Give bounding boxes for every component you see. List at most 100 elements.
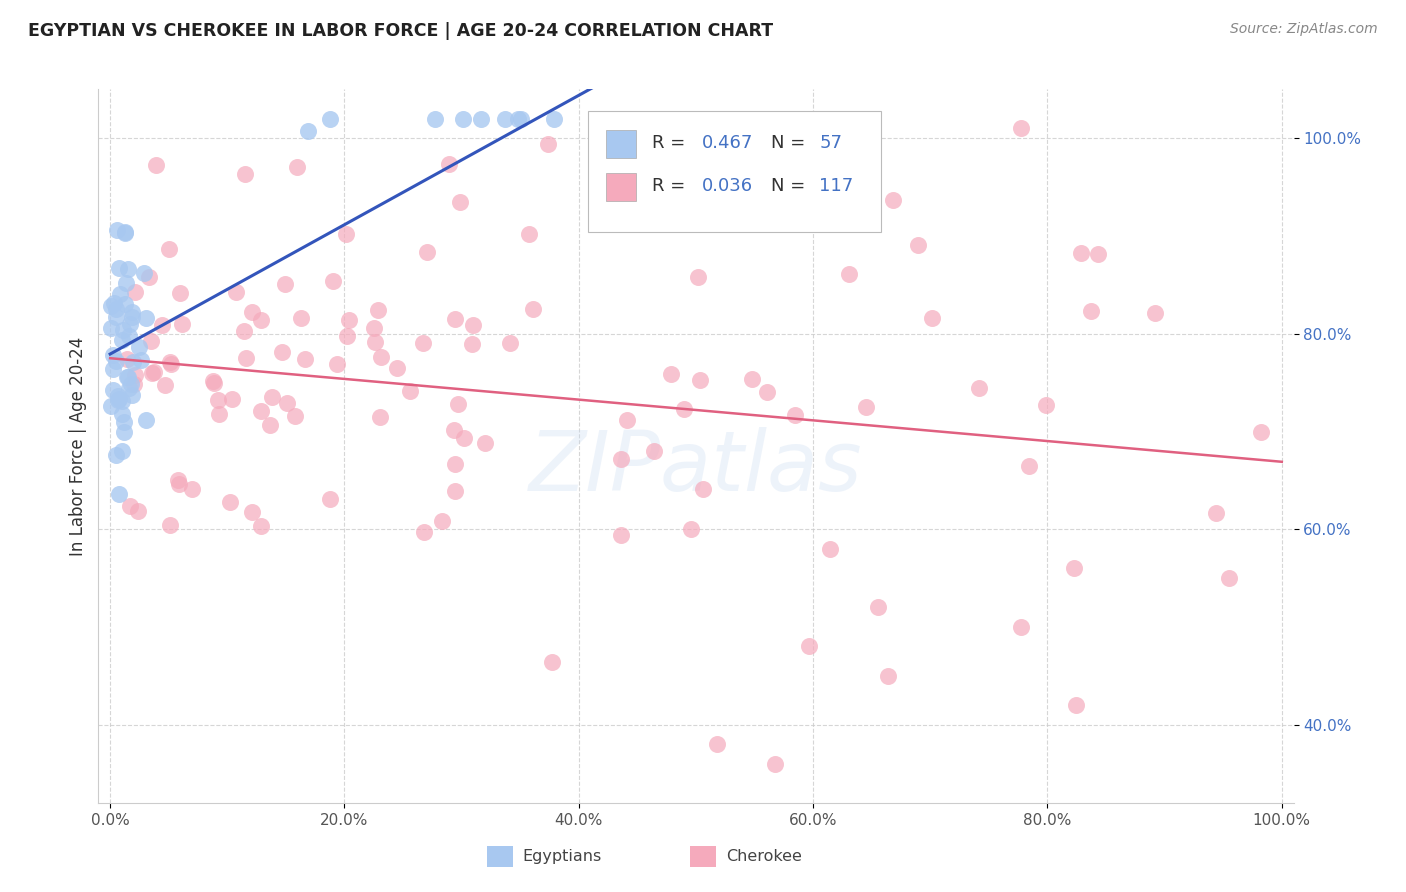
Point xyxy=(398,384,420,398)
Y-axis label: In Labor Force | Age 20-24: In Labor Force | Age 20-24 xyxy=(69,336,87,556)
Point xyxy=(135,413,157,427)
Point xyxy=(882,193,904,207)
Point xyxy=(120,317,142,331)
Point xyxy=(120,499,142,513)
Point xyxy=(271,345,294,359)
Point xyxy=(249,313,271,327)
Point xyxy=(616,413,638,427)
Point xyxy=(260,390,283,404)
Text: Source: ZipAtlas.com: Source: ZipAtlas.com xyxy=(1230,22,1378,37)
Point xyxy=(111,408,134,422)
Point xyxy=(117,262,139,277)
Point xyxy=(111,393,134,408)
Point xyxy=(122,376,145,391)
Point xyxy=(153,378,176,392)
Point xyxy=(159,518,181,533)
Point xyxy=(364,335,387,350)
Point xyxy=(1143,306,1166,320)
Point xyxy=(1205,506,1227,520)
Point xyxy=(838,268,860,282)
Point xyxy=(461,318,484,333)
Point xyxy=(114,297,136,311)
Point xyxy=(322,274,344,288)
Point xyxy=(437,157,460,171)
Point xyxy=(100,399,122,413)
Point xyxy=(1010,620,1032,634)
Point xyxy=(336,329,359,343)
Point xyxy=(169,285,191,300)
Point xyxy=(679,522,702,536)
Point xyxy=(297,124,319,138)
Point xyxy=(522,301,544,316)
Point xyxy=(233,167,256,181)
Point xyxy=(610,452,633,467)
Point xyxy=(543,112,565,126)
Point xyxy=(689,373,711,387)
Point xyxy=(470,112,492,126)
Point xyxy=(755,384,778,399)
Point xyxy=(167,477,190,491)
Point xyxy=(108,261,131,276)
Point xyxy=(274,277,297,291)
Point xyxy=(967,381,990,395)
Point xyxy=(111,333,134,347)
Text: N =: N = xyxy=(772,177,811,194)
Point xyxy=(218,495,240,509)
Point xyxy=(1087,247,1109,261)
Point xyxy=(111,444,134,458)
Point xyxy=(103,362,125,376)
Point xyxy=(541,655,564,669)
Point xyxy=(290,310,312,325)
Point xyxy=(250,404,273,418)
Point xyxy=(506,112,529,126)
Point xyxy=(107,389,129,403)
Point xyxy=(453,431,475,445)
Point xyxy=(121,355,143,369)
Point xyxy=(114,276,136,290)
Point xyxy=(412,335,434,350)
Point xyxy=(763,756,786,771)
Point xyxy=(1035,398,1057,412)
Point xyxy=(202,374,225,388)
Point xyxy=(1250,425,1272,439)
Point xyxy=(686,269,709,284)
Point xyxy=(461,336,484,351)
Point xyxy=(294,351,316,366)
Point xyxy=(451,112,474,126)
Point xyxy=(120,376,142,391)
Text: R =: R = xyxy=(652,134,690,152)
Point xyxy=(250,518,273,533)
Point xyxy=(921,310,943,325)
Point xyxy=(118,381,141,395)
Text: EGYPTIAN VS CHEROKEE IN LABOR FORCE | AGE 20-24 CORRELATION CHART: EGYPTIAN VS CHEROKEE IN LABOR FORCE | AG… xyxy=(28,22,773,40)
Point xyxy=(112,415,135,429)
Point xyxy=(412,524,434,539)
Point xyxy=(159,355,181,369)
Point xyxy=(240,305,263,319)
Point xyxy=(101,383,124,397)
FancyBboxPatch shape xyxy=(486,846,513,867)
Point xyxy=(138,270,160,285)
Point xyxy=(128,340,150,354)
Point xyxy=(100,299,122,313)
Point xyxy=(107,392,129,407)
Point xyxy=(124,285,146,299)
Point xyxy=(284,409,307,424)
Point xyxy=(1080,303,1102,318)
Point xyxy=(207,393,229,408)
Point xyxy=(134,266,156,280)
Point xyxy=(1063,561,1085,575)
Point xyxy=(443,458,465,472)
Point xyxy=(105,449,128,463)
Point xyxy=(1070,246,1092,260)
Point xyxy=(100,321,122,335)
Point xyxy=(129,353,152,368)
Point xyxy=(876,669,898,683)
Point xyxy=(276,395,298,409)
Point xyxy=(285,160,308,174)
Point xyxy=(443,484,465,499)
Point xyxy=(423,112,446,126)
Text: 117: 117 xyxy=(820,177,853,194)
Point xyxy=(676,112,699,126)
Text: Egyptians: Egyptians xyxy=(523,849,602,863)
